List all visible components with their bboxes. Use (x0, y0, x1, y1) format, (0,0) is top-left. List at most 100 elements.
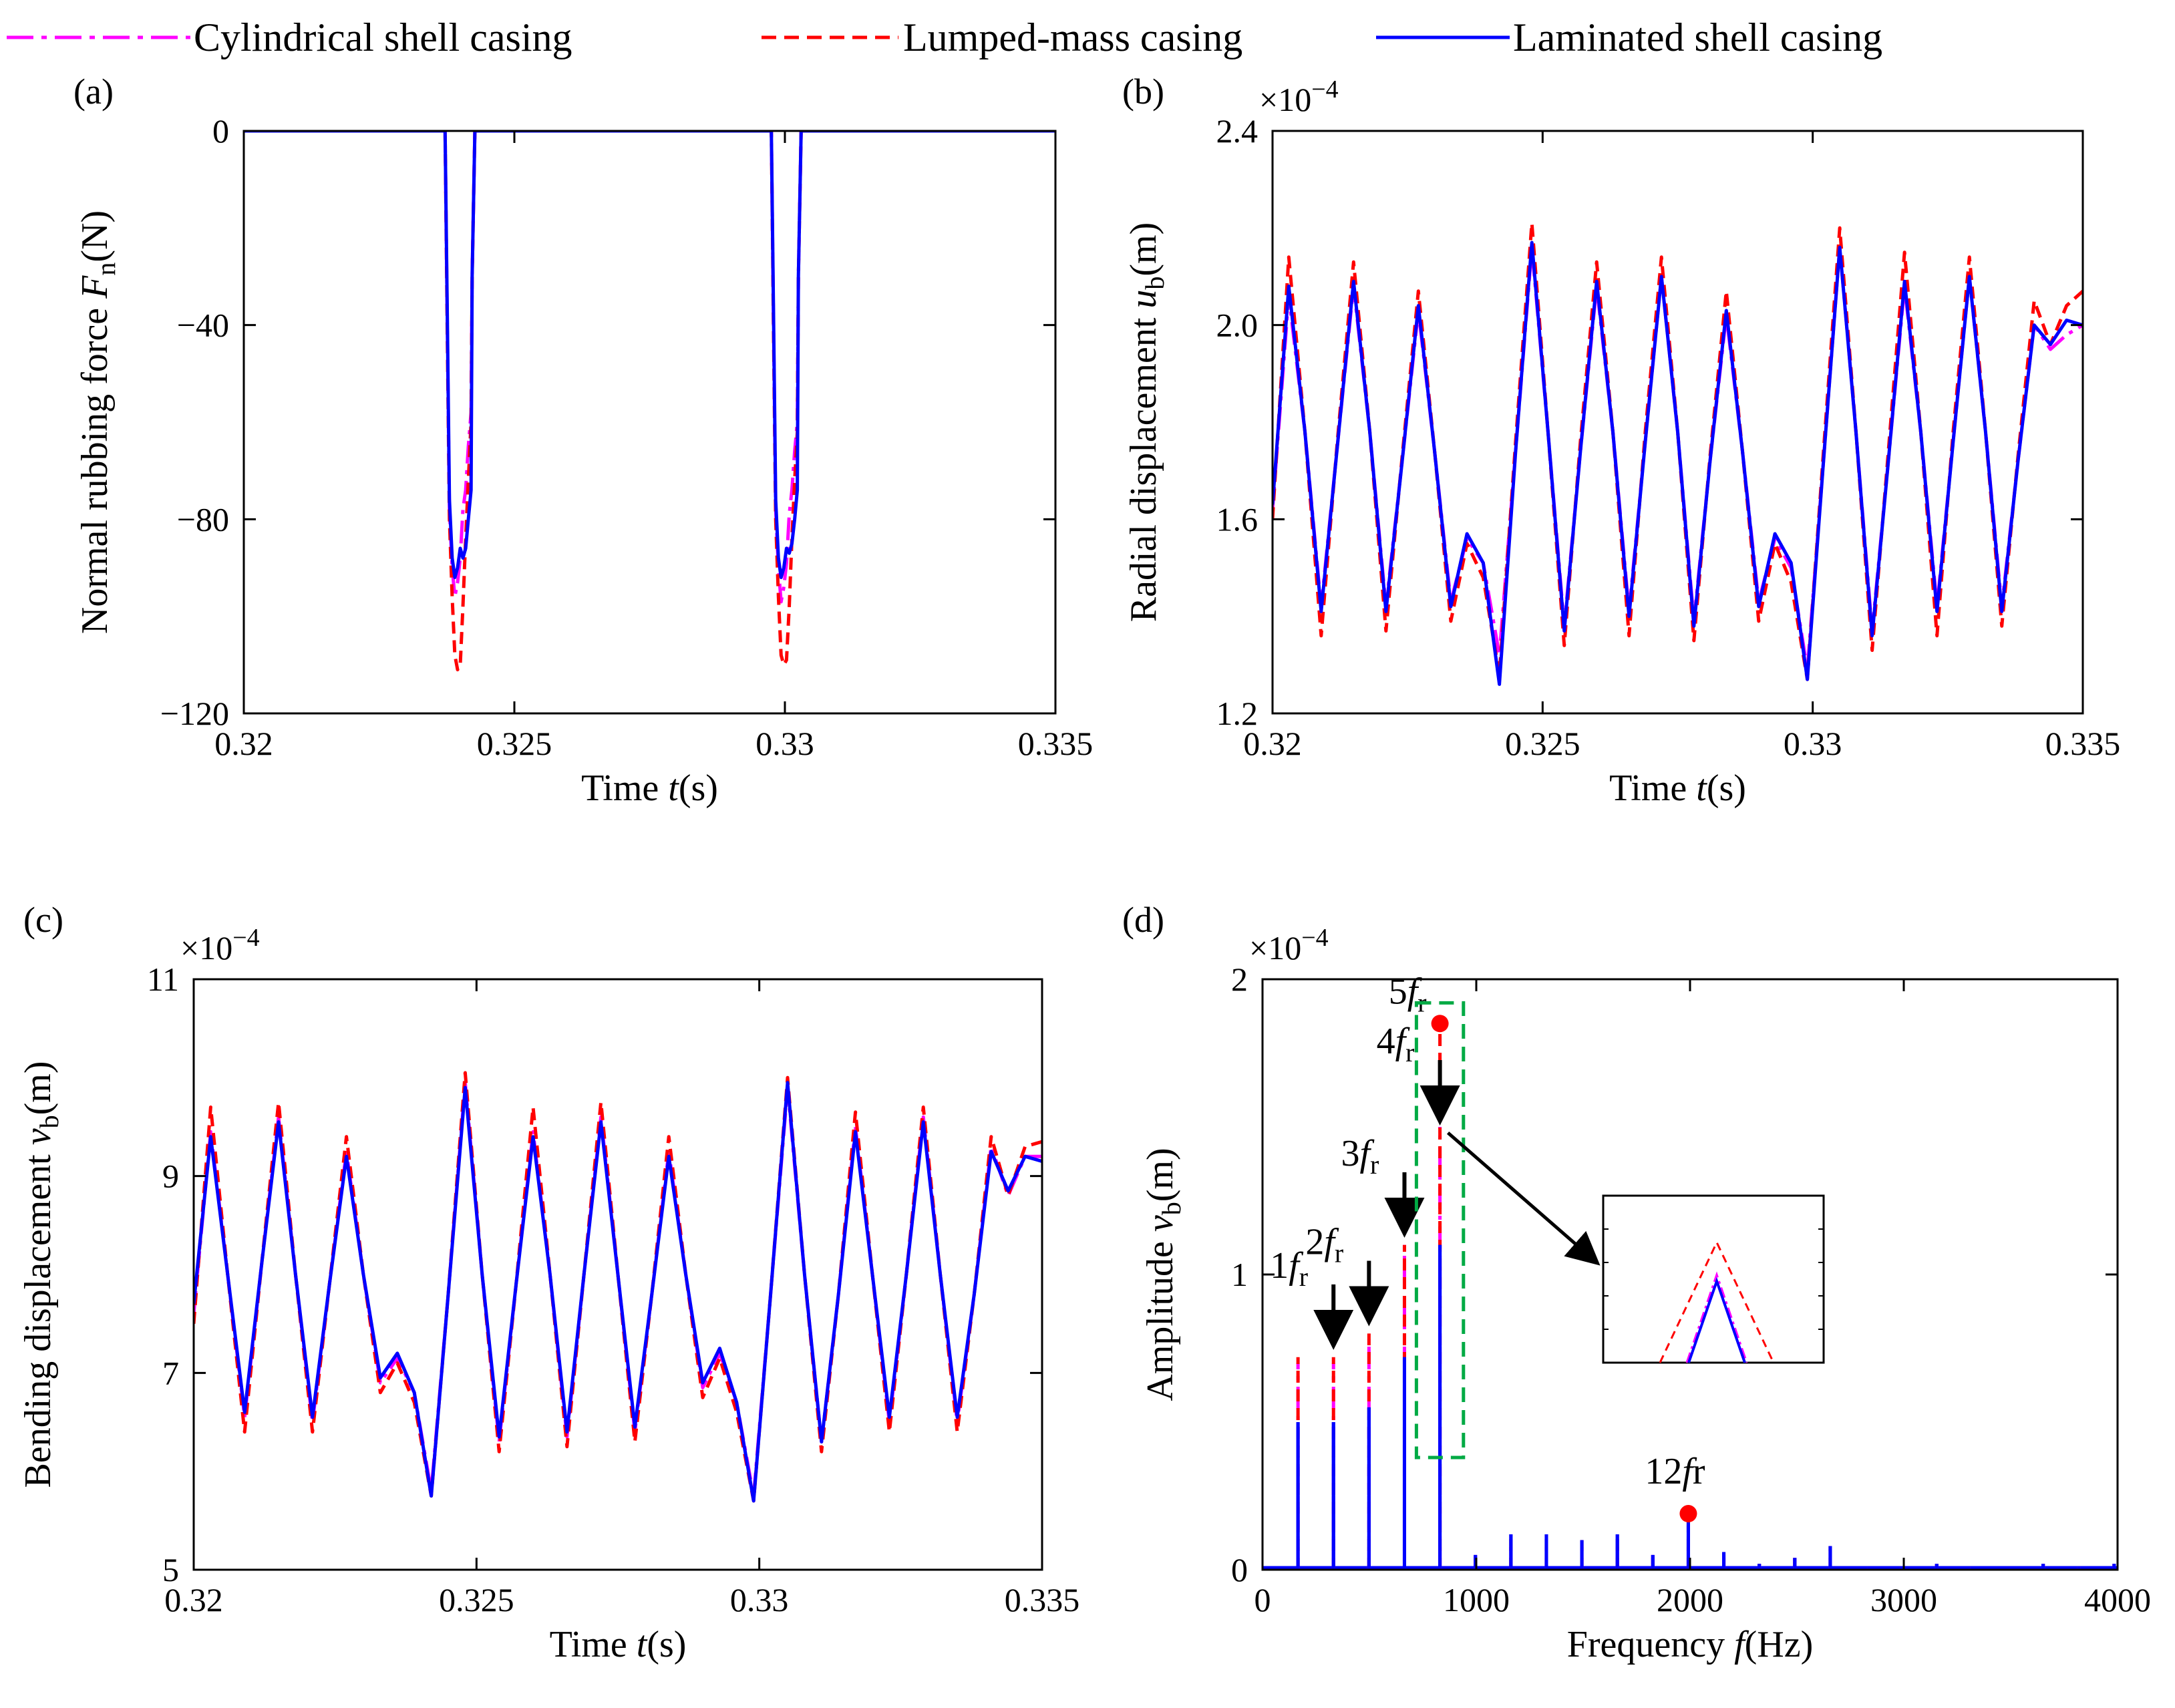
y-axis-label-var: v (17, 1128, 59, 1145)
annotation-label: 12fr (1645, 1451, 1705, 1492)
y-axis-label-text: Bending displacement (17, 1145, 59, 1488)
inset-peak-lumped (1659, 1240, 1775, 1363)
legend-label-cylindrical: Cylindrical shell casing (194, 15, 572, 59)
y-axis-label-sub: n (91, 263, 121, 276)
x-tick-label: 0.325 (477, 725, 552, 762)
annotation-label: 2fr (1305, 1222, 1343, 1268)
series-line-2 (244, 131, 1055, 672)
annotation-sub: r (1405, 1037, 1414, 1067)
y-axis-label-unit: (m) (17, 1061, 59, 1116)
annotation-label: 3fr (1341, 1133, 1379, 1180)
series-line-1 (1273, 245, 2083, 672)
y-axis-label-unit: (N) (74, 210, 116, 263)
x-tick-label: 0.335 (2045, 725, 2121, 762)
series-group (1273, 221, 2083, 686)
legend: Cylindrical shell casing Lumped-mass cas… (7, 15, 1882, 59)
plot-area-b: 0.32 0.325 0.33 0.335 1.2 1.6 2.0 2.4×10−4 Time … (1123, 75, 2120, 809)
x-axis-label: Time t(s) (550, 1624, 687, 1665)
axes-frame (1271, 130, 2084, 715)
zoom-connector-arrow (1446, 1131, 1601, 1266)
x-axis-label-text: Frequency (1567, 1624, 1734, 1665)
exponent-power: −4 (232, 924, 259, 952)
exponent-base: ×10 (180, 929, 232, 967)
x-tick-label: 0.335 (1005, 1581, 1080, 1618)
inset-peak-laminated (1687, 1276, 1746, 1363)
x-axis-label-var: t (1696, 767, 1707, 809)
panel-label-d: (d) (1122, 900, 1164, 940)
x-axis-label-unit: (s) (679, 767, 718, 809)
y-axis-label: Amplitude vb(m) (1140, 1148, 1186, 1401)
legend-label-laminated: Laminated shell casing (1513, 15, 1882, 59)
y-tick-label: 9 (162, 1158, 179, 1195)
y-tick-label: 1.6 (1216, 500, 1259, 538)
x-tick-label: 4000 (2084, 1581, 2151, 1618)
y-axis-label: Normal rubbing force Fn(N) (74, 210, 121, 634)
annotation-num: 5 (1389, 971, 1407, 1012)
inset-frame (1602, 1194, 1825, 1364)
annotation-num: 1 (1270, 1245, 1289, 1287)
panel-c: (c) 0.32 0.325 0.33 0.335 5 7 9 11×10−4 Time t(s… (17, 900, 1079, 1665)
y-tick-label: 2.4 (1216, 112, 1259, 150)
y-axis-label-text: Radial displacement (1123, 309, 1164, 623)
x-tick-label: 0.325 (1505, 725, 1580, 762)
series-line-3 (1273, 240, 2083, 686)
axis-exponent: ×10−4 (1259, 75, 1339, 118)
exponent-base: ×10 (1249, 929, 1301, 967)
y-axis-label: Radial displacement ub(m) (1123, 222, 1170, 623)
x-tick-label: 0.32 (1243, 725, 1302, 762)
legend-item-laminated: Laminated shell casing (1376, 15, 1882, 59)
x-tick-label: 0.33 (730, 1581, 789, 1618)
axes-frame (242, 130, 1057, 715)
y-tick-label: 0 (212, 112, 229, 150)
y-tick-label: −80 (177, 500, 229, 538)
y-tick-label: 2.0 (1216, 307, 1259, 344)
x-axis-label-unit: (Hz) (1745, 1624, 1814, 1665)
annotation-sub: r (1299, 1262, 1308, 1292)
y-tick-label: 1.2 (1216, 695, 1259, 732)
exponent-power: −4 (1301, 924, 1328, 952)
legend-item-lumped: Lumped-mass casing (762, 15, 1242, 59)
plot-area-c: 0.32 0.325 0.33 0.335 5 7 9 11×10−4 Time t(s) Ben… (17, 924, 1079, 1665)
zoom-inset (1602, 1194, 1825, 1364)
legend-item-cylindrical: Cylindrical shell casing (7, 15, 572, 59)
x-axis-label-unit: (s) (1707, 767, 1746, 809)
y-axis-label-var: u (1123, 290, 1164, 309)
x-axis-label: Time t(s) (581, 767, 718, 809)
axis-exponent: ×10−4 (180, 924, 260, 967)
x-tick-label: 0.33 (756, 725, 814, 762)
panel-label-b: (b) (1122, 71, 1164, 112)
annotation-label: 5fr (1389, 971, 1427, 1017)
x-axis-label-text: Time (1609, 767, 1696, 809)
x-axis-label: Time t(s) (1609, 767, 1746, 809)
y-axis-label-sub: b (1140, 277, 1170, 290)
y-tick-label: −120 (160, 695, 229, 732)
annotation-num: 3 (1341, 1133, 1359, 1174)
y-axis-label-text: Amplitude (1140, 1232, 1181, 1401)
series-group (244, 131, 1055, 672)
y-tick-label: −40 (177, 307, 229, 344)
annotation-num: 12 (1645, 1451, 1682, 1492)
x-tick-label: 0.32 (214, 725, 273, 762)
x-axis-label-var: t (668, 767, 679, 809)
annotation-label: 4fr (1377, 1021, 1415, 1067)
annotation-sub: r (1370, 1150, 1379, 1180)
annotation-dot (1431, 1015, 1449, 1033)
y-tick-label: 5 (162, 1551, 179, 1588)
x-tick-label: 0.325 (439, 1581, 514, 1618)
x-tick-label: 0.335 (1018, 725, 1094, 762)
annotation-sub: r (1335, 1238, 1343, 1268)
series-group (1263, 1023, 2118, 1570)
annotation-num: 2 (1305, 1222, 1324, 1263)
panel-label-c: (c) (23, 900, 63, 940)
y-tick-label: 0 (1231, 1551, 1248, 1588)
x-axis-label-var: t (637, 1624, 648, 1665)
y-axis-label-var: F (74, 275, 116, 299)
zoom-box (1414, 1001, 1466, 1460)
x-tick-label: 3000 (1870, 1581, 1937, 1618)
x-tick-label: 0 (1254, 1581, 1271, 1618)
